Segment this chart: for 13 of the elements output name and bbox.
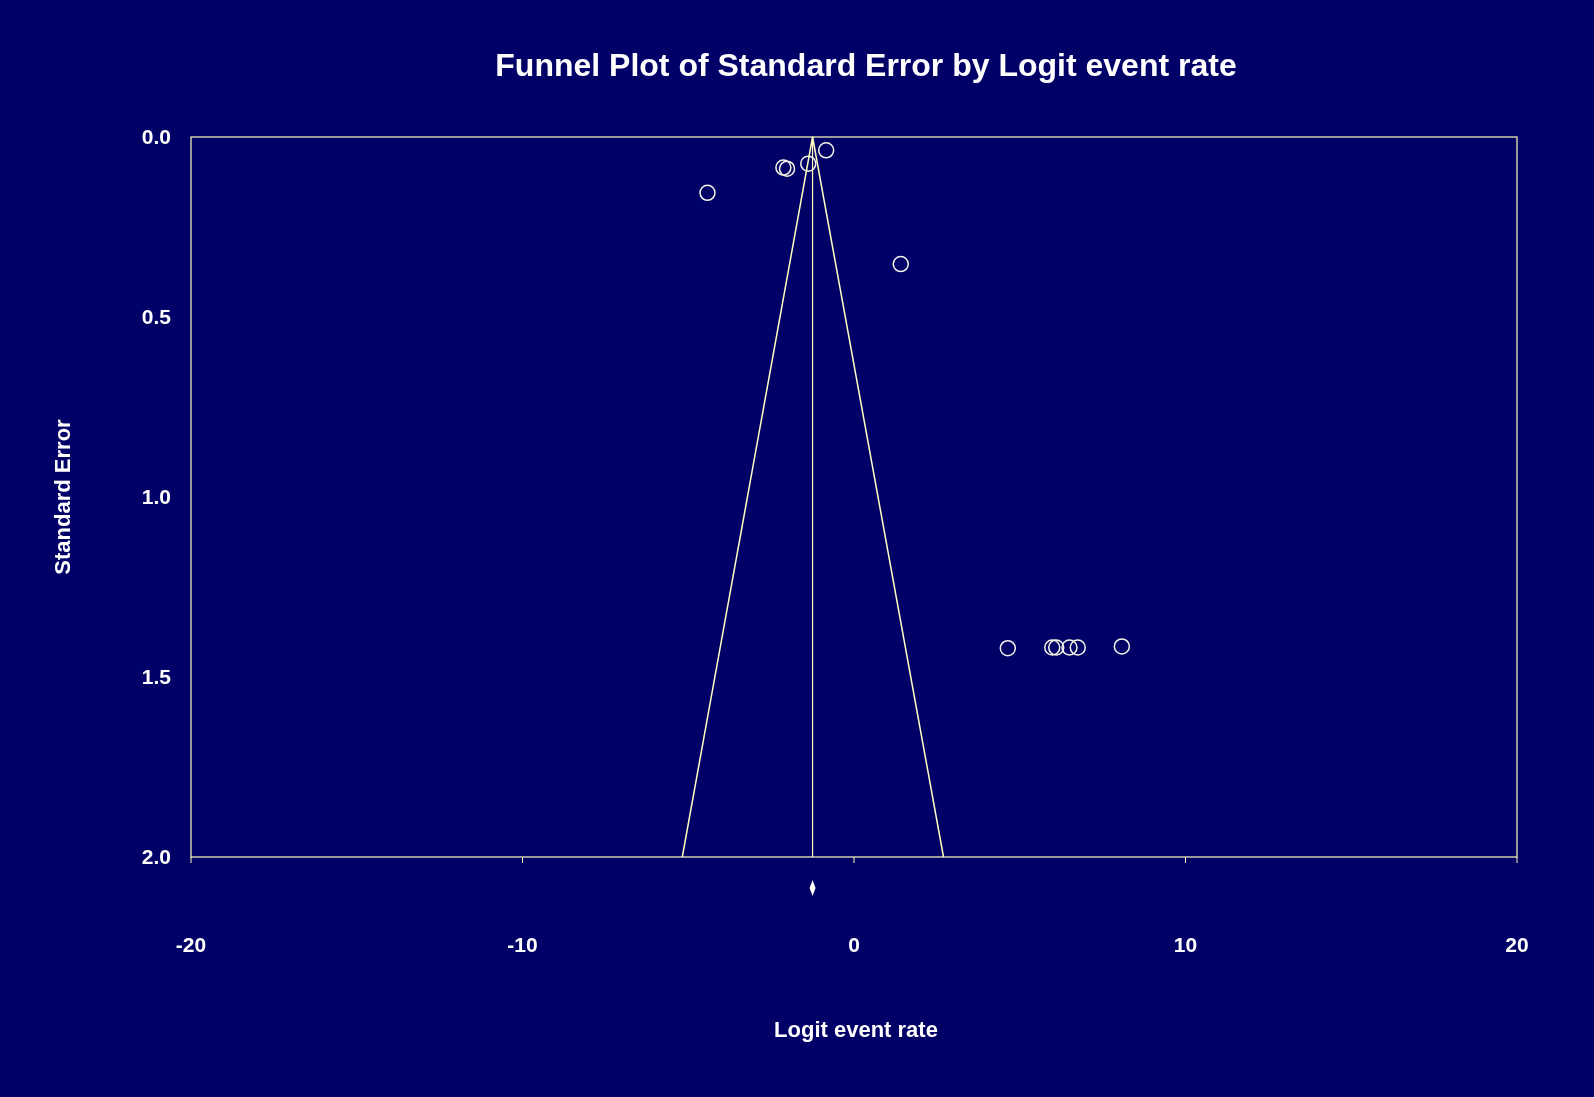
x-tick-label: 10 — [1173, 933, 1198, 956]
y-axis-title: Standard Error — [50, 418, 75, 575]
x-tick-label: 20 — [1505, 933, 1529, 956]
y-tick-label: 1.0 — [141, 485, 171, 508]
x-axis-title: Logit event rate — [774, 1017, 938, 1042]
chart-title: Funnel Plot of Standard Error by Logit event rate — [495, 47, 1237, 83]
y-tick-label: 0.0 — [141, 125, 171, 148]
x-tick-label: -10 — [507, 933, 538, 956]
x-tick-label: -20 — [175, 933, 207, 956]
y-tick-label: 1.5 — [141, 665, 172, 688]
x-tick-label: 0 — [848, 933, 860, 956]
y-tick-label: 0.5 — [141, 305, 172, 328]
y-tick-label: 2.0 — [141, 845, 171, 868]
